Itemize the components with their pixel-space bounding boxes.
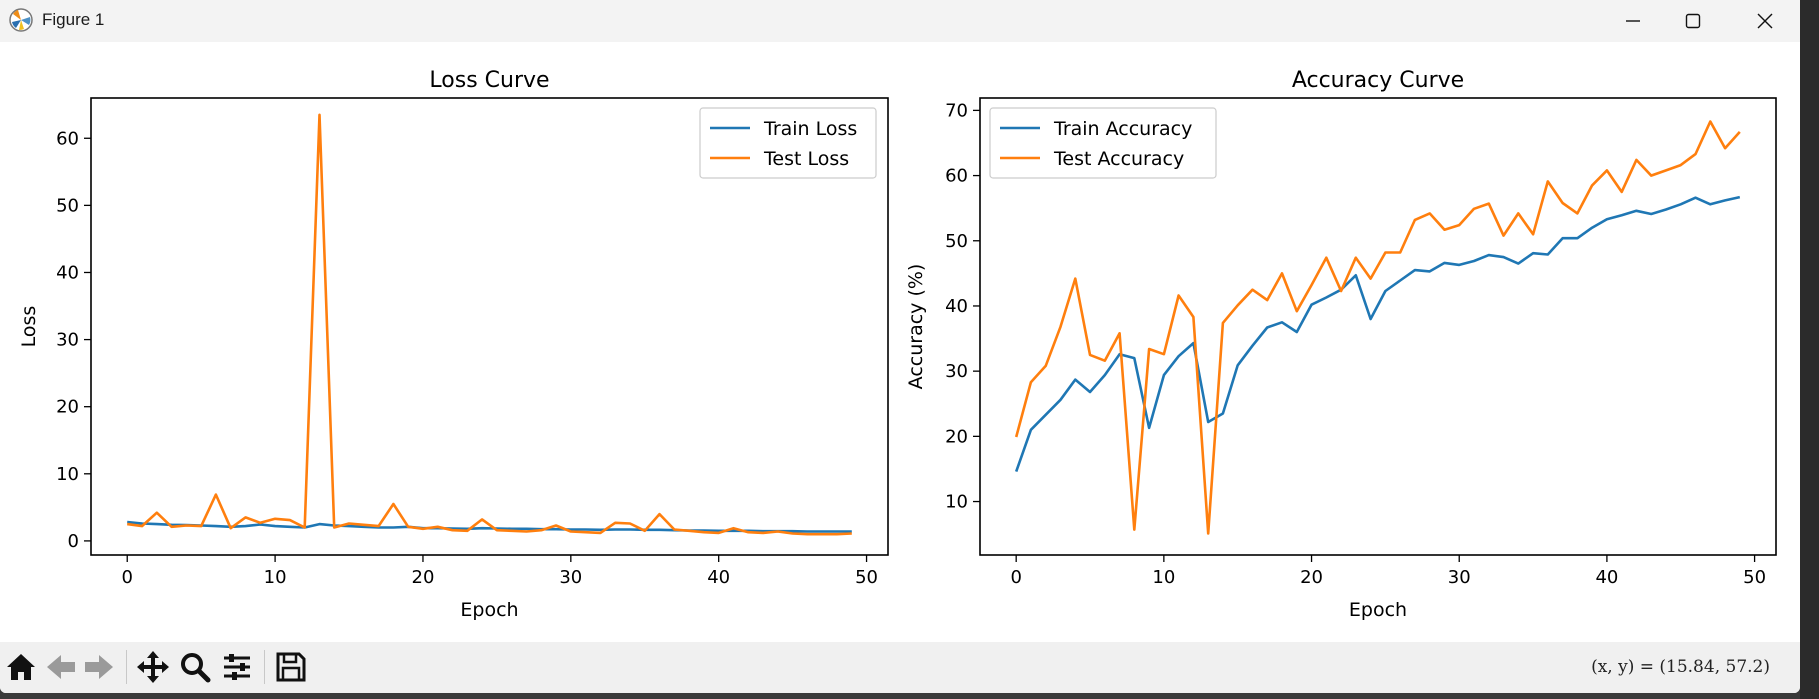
axes-frame xyxy=(979,97,1777,556)
title-bar[interactable]: Figure 1 xyxy=(0,0,1800,42)
forward-button[interactable] xyxy=(80,648,118,686)
y-tick-label: 70 xyxy=(945,100,968,121)
close-button[interactable] xyxy=(1730,0,1800,42)
x-tick-label: 0 xyxy=(1010,567,1021,588)
matplotlib-icon xyxy=(9,8,33,32)
y-tick-label: 30 xyxy=(56,330,79,351)
series-line-train xyxy=(1014,195,1741,473)
save-icon xyxy=(276,652,306,682)
y-tick-label: 40 xyxy=(56,262,79,283)
axes-frame xyxy=(90,97,889,556)
legend-box xyxy=(699,107,877,179)
save-button[interactable] xyxy=(272,648,310,686)
x-tick-label: 0 xyxy=(122,567,133,588)
y-axis-label: Loss xyxy=(18,306,40,348)
y-tick-label: 20 xyxy=(945,426,968,447)
x-tick-label: 30 xyxy=(559,567,582,588)
cursor-coordinates: (x, y) = (15.84, 57.2) xyxy=(1591,657,1770,677)
navigation-toolbar: (x, y) = (15.84, 57.2) xyxy=(0,642,1800,693)
x-axis-label: Epoch xyxy=(1349,599,1407,621)
y-tick-label: 10 xyxy=(945,492,968,513)
x-axis-label: Epoch xyxy=(460,599,518,621)
configure-button[interactable] xyxy=(218,648,256,686)
legend-label: Test Accuracy xyxy=(1053,148,1184,170)
x-tick-label: 50 xyxy=(855,567,878,588)
close-icon xyxy=(1757,13,1773,29)
back-button[interactable] xyxy=(42,648,80,686)
y-axis-label: Accuracy (%) xyxy=(905,264,927,390)
chart-title: Loss Curve xyxy=(429,68,549,93)
legend-label: Test Loss xyxy=(763,148,849,170)
y-tick-label: 30 xyxy=(945,361,968,382)
y-tick-label: 50 xyxy=(945,231,968,252)
y-tick-label: 60 xyxy=(56,128,79,149)
y-tick-label: 60 xyxy=(945,166,968,187)
window-title: Figure 1 xyxy=(42,10,105,29)
back-icon xyxy=(47,655,75,679)
legend-box xyxy=(989,107,1217,179)
x-tick-label: 20 xyxy=(1300,567,1323,588)
y-tick-label: 40 xyxy=(945,296,968,317)
toolbar-separator xyxy=(264,650,265,684)
maximize-icon xyxy=(1685,13,1701,29)
x-tick-label: 40 xyxy=(707,567,730,588)
series-line-test xyxy=(1014,120,1741,535)
y-tick-label: 10 xyxy=(56,464,79,485)
x-tick-label: 10 xyxy=(1152,567,1175,588)
home-button[interactable] xyxy=(2,648,40,686)
chart-title: Accuracy Curve xyxy=(1292,68,1464,93)
series-line-test xyxy=(127,113,852,536)
background-strip xyxy=(1800,0,1819,699)
x-tick-label: 30 xyxy=(1448,567,1471,588)
x-tick-label: 40 xyxy=(1595,567,1618,588)
home-icon xyxy=(7,654,35,680)
x-tick-label: 50 xyxy=(1743,567,1766,588)
zoom-icon xyxy=(181,653,211,683)
x-tick-label: 20 xyxy=(412,567,435,588)
pan-button[interactable] xyxy=(134,648,172,686)
legend-label: Train Accuracy xyxy=(1053,118,1192,140)
y-tick-label: 50 xyxy=(56,195,79,216)
maximize-button[interactable] xyxy=(1658,0,1728,42)
y-tick-label: 0 xyxy=(68,531,79,552)
legend-label: Train Loss xyxy=(763,118,857,140)
x-tick-label: 10 xyxy=(264,567,287,588)
figure-svg: Loss Curve 0 10 20 30 40 50 0 10 20 30 40 50 60 Epoch L… xyxy=(18,68,1777,621)
pan-icon xyxy=(137,651,169,683)
series-line-train xyxy=(127,520,852,533)
y-tick-label: 20 xyxy=(56,397,79,418)
minimize-button[interactable] xyxy=(1598,0,1668,42)
zoom-button[interactable] xyxy=(176,648,214,686)
figure-canvas[interactable]: Loss Curve 0 10 20 30 40 50 0 10 20 30 40 50 60 Epoch L… xyxy=(0,42,1800,642)
forward-icon xyxy=(85,655,113,679)
configure-icon xyxy=(224,654,250,680)
minimize-icon xyxy=(1626,20,1640,22)
toolbar-separator xyxy=(126,650,127,684)
